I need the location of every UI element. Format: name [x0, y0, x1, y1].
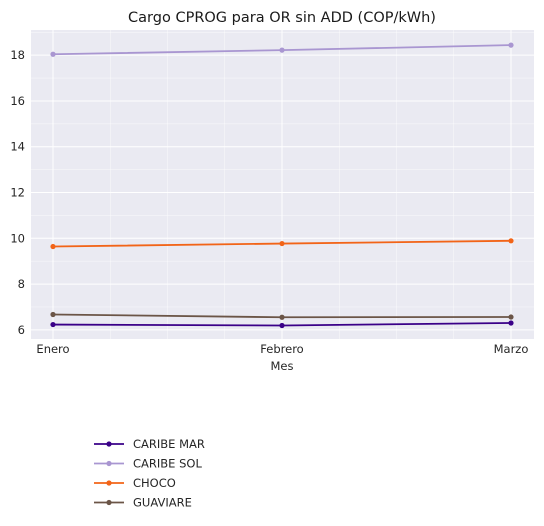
- y-tick-label: 6: [18, 323, 25, 337]
- legend-marker: [106, 500, 111, 505]
- data-point: [50, 312, 55, 317]
- data-point: [50, 52, 55, 57]
- legend-marker: [106, 441, 111, 446]
- data-point: [279, 323, 284, 328]
- data-point: [279, 315, 284, 320]
- legend: CARIBE MAR CARIBE SOL CHOCO GUAVIARE: [94, 437, 205, 510]
- data-point: [279, 48, 284, 53]
- data-point: [279, 241, 284, 246]
- y-axis: 6 8 10 12 14 16 18: [10, 48, 25, 337]
- x-axis-label: Mes: [271, 359, 294, 373]
- legend-label: CARIBE SOL: [133, 457, 202, 471]
- y-tick-label: 12: [10, 186, 25, 200]
- y-tick-label: 18: [10, 48, 25, 62]
- data-point: [508, 43, 513, 48]
- data-point: [50, 244, 55, 249]
- data-point: [508, 320, 513, 325]
- data-point: [50, 322, 55, 327]
- x-tick-label: Enero: [36, 342, 69, 356]
- y-tick-label: 16: [10, 94, 25, 108]
- x-tick-label: Febrero: [260, 342, 303, 356]
- legend-label: GUAVIARE: [133, 496, 192, 510]
- data-point: [508, 238, 513, 243]
- legend-marker: [106, 461, 111, 466]
- y-tick-label: 8: [18, 277, 25, 291]
- data-point: [508, 314, 513, 319]
- y-tick-label: 10: [10, 231, 25, 245]
- x-axis: Enero Febrero Marzo: [36, 342, 528, 356]
- chart-title: Cargo CPROG para OR sin ADD (COP/kWh): [128, 10, 436, 26]
- y-tick-label: 14: [10, 140, 25, 154]
- legend-marker: [106, 480, 111, 485]
- legend-label: CARIBE MAR: [133, 437, 205, 451]
- x-tick-label: Marzo: [494, 342, 529, 356]
- legend-label: CHOCO: [133, 476, 176, 490]
